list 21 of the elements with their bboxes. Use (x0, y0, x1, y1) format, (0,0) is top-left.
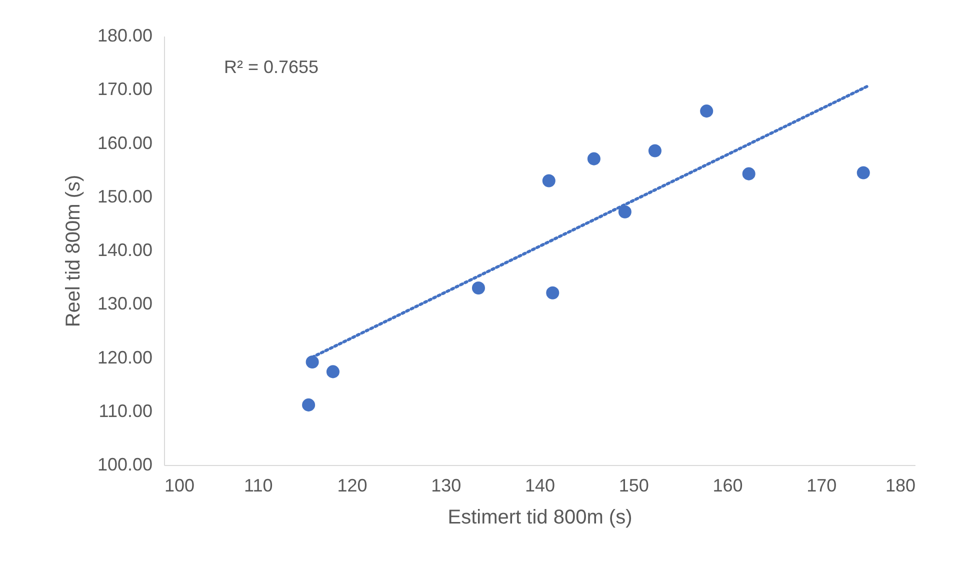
x-tick-label: 130 (431, 476, 462, 496)
x-tick-label: 140 (524, 476, 556, 496)
x-tick-label: 150 (618, 476, 649, 496)
annotation: R² = 0.7655 (224, 57, 319, 77)
x-tick-label: 170 (806, 476, 837, 496)
y-tick-label: 130.00 (97, 294, 152, 314)
x-tick-label: 160 (712, 476, 743, 496)
y-tick-label: 110.00 (98, 400, 152, 421)
x-axis-title: Estimert tid 800m (s) (448, 506, 632, 528)
y-tick-label: 180.00 (97, 26, 152, 46)
y-axis-title: Reel tid 800m (s) (62, 174, 84, 328)
y-tick-label: 100.00 (97, 454, 152, 474)
y-tick-label: 160.00 (97, 132, 152, 153)
x-tick-label: 120 (337, 476, 368, 496)
y-tick-label: 170.00 (97, 79, 152, 100)
y-tick-label: 120.00 (97, 347, 152, 368)
x-tick-label: 100 (164, 476, 195, 496)
x-tick-label: 110 (244, 476, 273, 496)
y-tick-label: 140.00 (97, 240, 152, 260)
x-tick-label: 180 (885, 476, 916, 496)
y-tick-label: 150.00 (97, 186, 152, 206)
